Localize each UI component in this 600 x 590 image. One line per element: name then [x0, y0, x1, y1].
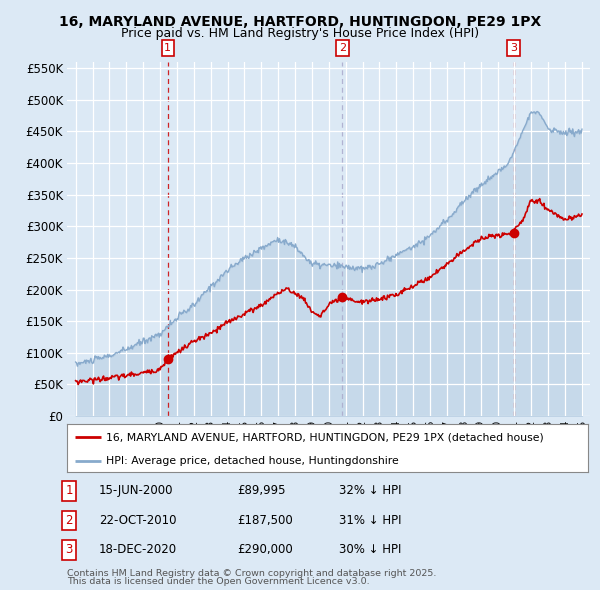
Text: 22-OCT-2010: 22-OCT-2010 — [99, 514, 176, 527]
Text: 31% ↓ HPI: 31% ↓ HPI — [339, 514, 401, 527]
Text: 18-DEC-2020: 18-DEC-2020 — [99, 543, 177, 556]
Text: 15-JUN-2000: 15-JUN-2000 — [99, 484, 173, 497]
Text: Price paid vs. HM Land Registry's House Price Index (HPI): Price paid vs. HM Land Registry's House … — [121, 27, 479, 40]
Text: 32% ↓ HPI: 32% ↓ HPI — [339, 484, 401, 497]
Text: £187,500: £187,500 — [237, 514, 293, 527]
Text: 2: 2 — [65, 514, 73, 527]
Text: 16, MARYLAND AVENUE, HARTFORD, HUNTINGDON, PE29 1PX (detached house): 16, MARYLAND AVENUE, HARTFORD, HUNTINGDO… — [106, 432, 544, 442]
Text: 16, MARYLAND AVENUE, HARTFORD, HUNTINGDON, PE29 1PX: 16, MARYLAND AVENUE, HARTFORD, HUNTINGDO… — [59, 15, 541, 29]
Text: £290,000: £290,000 — [237, 543, 293, 556]
Text: This data is licensed under the Open Government Licence v3.0.: This data is licensed under the Open Gov… — [67, 577, 370, 586]
Text: 3: 3 — [510, 43, 517, 53]
Text: Contains HM Land Registry data © Crown copyright and database right 2025.: Contains HM Land Registry data © Crown c… — [67, 569, 437, 578]
Text: 3: 3 — [65, 543, 73, 556]
Text: HPI: Average price, detached house, Huntingdonshire: HPI: Average price, detached house, Hunt… — [106, 456, 399, 466]
Text: 2: 2 — [339, 43, 346, 53]
Text: 1: 1 — [65, 484, 73, 497]
Text: 30% ↓ HPI: 30% ↓ HPI — [339, 543, 401, 556]
Text: £89,995: £89,995 — [237, 484, 286, 497]
Text: 1: 1 — [164, 43, 171, 53]
